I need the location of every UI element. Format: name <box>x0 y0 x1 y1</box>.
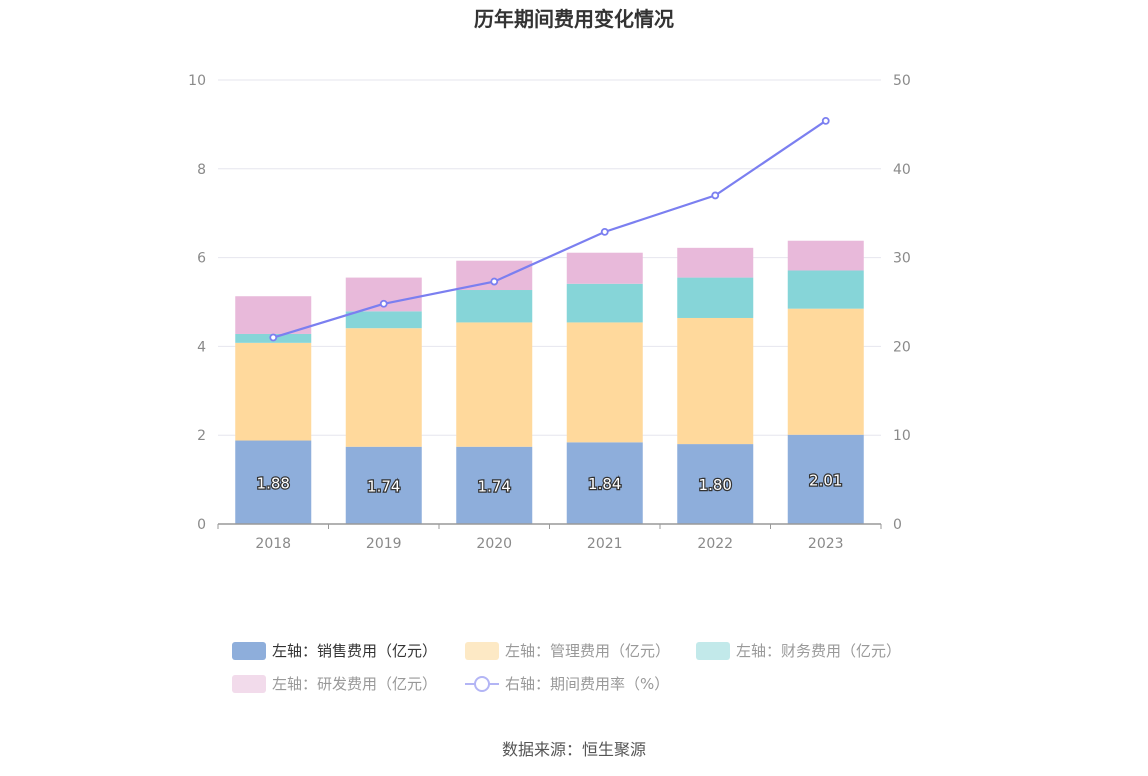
data-source: 数据来源：恒生聚源 <box>502 740 646 759</box>
rate-line-series <box>269 116 830 342</box>
rate-point-2018 <box>269 333 278 342</box>
legend-swatch <box>232 675 266 693</box>
left-axis-tick-label: 8 <box>197 162 206 178</box>
left-axis-tick-label: 6 <box>197 251 206 267</box>
x-axis-tick-label: 2023 <box>808 536 844 552</box>
sales-value-label: 1.80 <box>699 476 732 494</box>
bar-finance-2020 <box>456 290 533 323</box>
bar-rnd-2021 <box>566 252 643 284</box>
bar-management-2023 <box>787 308 864 435</box>
bar-rnd-2022 <box>677 247 754 278</box>
sales-value-label: 1.88 <box>257 474 290 492</box>
legend-marker <box>474 676 490 692</box>
bar-finance-2023 <box>787 270 864 309</box>
bar-rnd-2023 <box>787 240 864 271</box>
bar-management-2021 <box>566 322 643 443</box>
legend-item-management[interactable]: 左轴：管理费用（亿元） <box>465 642 670 660</box>
rate-point-2023 <box>821 116 830 125</box>
sales-value-label: 1.74 <box>367 477 400 495</box>
right-axis-tick-label: 30 <box>893 251 911 267</box>
sales-value-label: 2.01 <box>809 471 842 489</box>
bar-rnd-2018 <box>235 296 312 334</box>
bar-sales-2020 <box>456 446 533 524</box>
legend-swatch <box>696 642 730 660</box>
chart-title: 历年期间费用变化情况 <box>474 7 674 31</box>
rate-line <box>272 119 827 339</box>
sales-value-label: 1.74 <box>478 477 511 495</box>
legend-label: 右轴：期间费用率（%） <box>505 675 669 693</box>
bar-sales-2023 <box>787 434 864 524</box>
right-axis-tick-label: 0 <box>893 517 902 533</box>
left-axis-tick-label: 0 <box>197 517 206 533</box>
rate-point-2019 <box>379 299 388 308</box>
x-axis-tick-label: 2020 <box>476 536 512 552</box>
right-axis-tick-label: 10 <box>893 428 911 444</box>
left-axis-tick-label: 4 <box>197 339 206 355</box>
x-axis-tick-label: 2021 <box>587 536 623 552</box>
x-axis-tick-label: 2018 <box>255 536 291 552</box>
bar-rnd-2020 <box>456 260 533 291</box>
rate-point-2021 <box>600 227 609 236</box>
bar-management-2022 <box>677 317 754 445</box>
bar-finance-2021 <box>566 283 643 323</box>
legend-item-rate[interactable]: 右轴：期间费用率（%） <box>465 675 669 693</box>
x-axis-tick-label: 2019 <box>366 536 402 552</box>
bar-sales-2022 <box>677 444 754 524</box>
bar-finance-2022 <box>677 277 754 318</box>
rate-point-2022 <box>711 191 720 200</box>
bar-finance-2019 <box>345 311 422 329</box>
legend-item-rnd[interactable]: 左轴：研发费用（亿元） <box>232 675 437 693</box>
legend-swatch <box>232 642 266 660</box>
right-axis-tick-label: 20 <box>893 339 911 355</box>
data-labels: 1.88 1.74 1.74 1.84 1.80 2.01 <box>255 470 843 496</box>
legend-label: 左轴：管理费用（亿元） <box>505 642 670 660</box>
legend[interactable]: 左轴：销售费用（亿元） 左轴：管理费用（亿元） 左轴：财务费用（亿元） 左轴：研发费用… <box>232 642 901 693</box>
rate-point-2020 <box>490 277 499 286</box>
left-axis-tick-label: 10 <box>188 73 206 89</box>
legend-label: 左轴：销售费用（亿元） <box>272 642 437 660</box>
bar-series <box>235 240 864 524</box>
left-axis-tick-label: 2 <box>197 428 206 444</box>
legend-label: 左轴：研发费用（亿元） <box>272 675 437 693</box>
bar-management-2020 <box>456 322 533 447</box>
bar-sales-2021 <box>566 442 643 524</box>
bar-sales-2018 <box>235 440 312 524</box>
legend-item-finance[interactable]: 左轴：财务费用（亿元） <box>696 642 901 660</box>
sales-value-label: 1.84 <box>588 475 621 493</box>
right-axis-tick-label: 50 <box>893 73 911 89</box>
bar-management-2019 <box>345 328 422 447</box>
axes: 0 2 4 6 8 10 0 10 20 30 40 50 2018 2019 2020 2021 2022 20… <box>188 73 911 552</box>
bar-sales-2019 <box>345 446 422 524</box>
legend-label: 左轴：财务费用（亿元） <box>736 642 901 660</box>
bar-management-2018 <box>235 342 312 441</box>
right-axis-tick-label: 40 <box>893 162 911 178</box>
legend-swatch <box>465 642 499 660</box>
x-axis-tick-label: 2022 <box>697 536 733 552</box>
legend-item-sales[interactable]: 左轴：销售费用（亿元） <box>232 642 437 660</box>
